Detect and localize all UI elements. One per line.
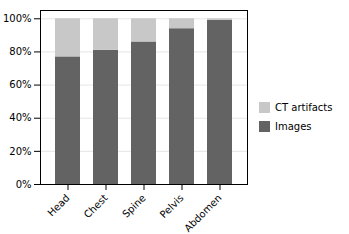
svg-text:60%: 60% <box>9 79 31 90</box>
svg-text:80%: 80% <box>9 46 31 57</box>
svg-text:Head: Head <box>45 192 71 218</box>
svg-text:100%: 100% <box>3 13 32 24</box>
svg-text:40%: 40% <box>9 112 31 123</box>
svg-text:0%: 0% <box>16 179 32 190</box>
svg-text:Pelvis: Pelvis <box>158 192 186 220</box>
svg-text:Chest: Chest <box>82 192 110 220</box>
html-text:CT artifacts: CT artifacts <box>275 102 333 113</box>
svg-text:Spine: Spine <box>120 192 148 220</box>
svg-text:Abdomen: Abdomen <box>182 192 224 234</box>
html-text:Images: Images <box>275 121 312 132</box>
svg-text:20%: 20% <box>9 146 31 157</box>
